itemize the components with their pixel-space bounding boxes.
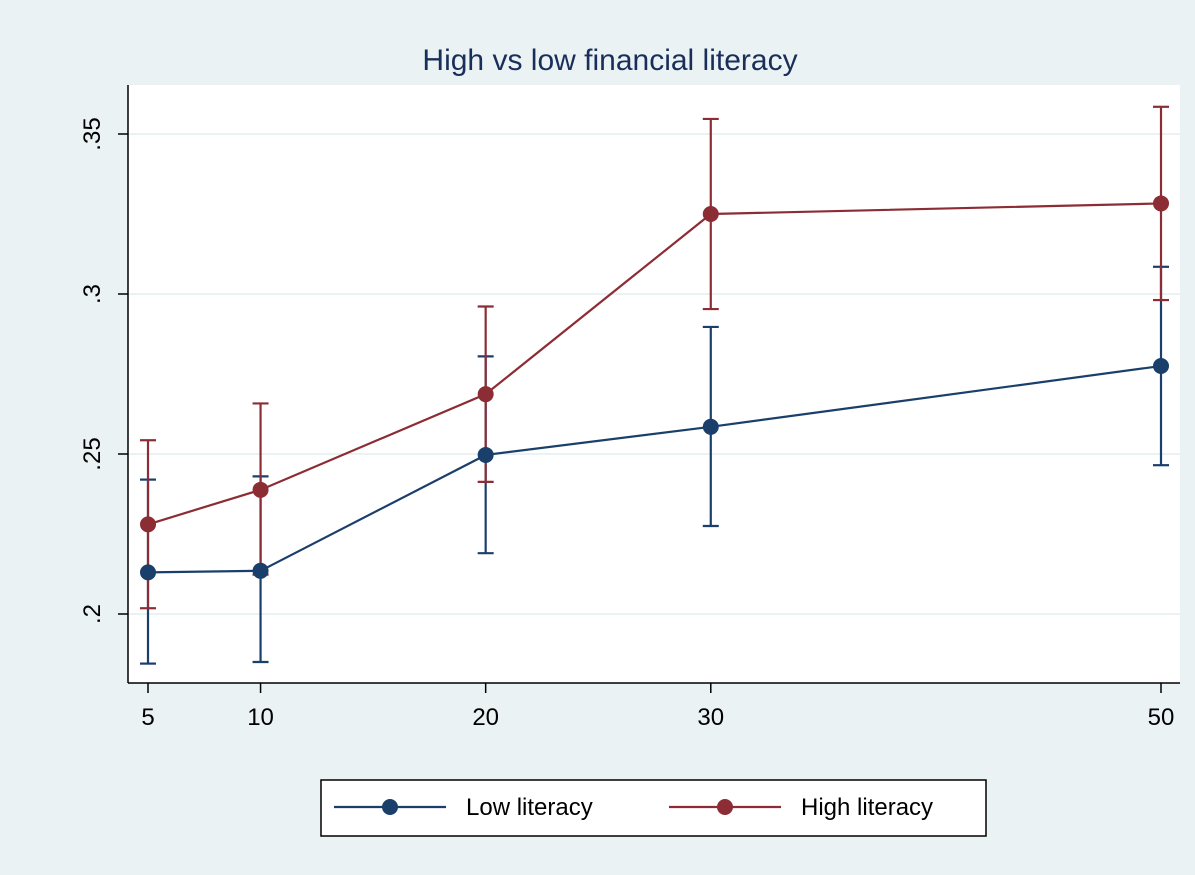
y-tick-label: .35 — [79, 117, 106, 150]
x-tick-label: 5 — [141, 704, 154, 731]
data-point — [140, 516, 156, 533]
series-points — [140, 195, 1169, 581]
legend-marker — [717, 799, 733, 815]
data-point — [1153, 195, 1169, 212]
legend-label: High literacy — [801, 794, 933, 821]
data-point — [477, 386, 494, 403]
x-tick-label: 50 — [1148, 704, 1175, 731]
legend-label: Low literacy — [466, 794, 593, 821]
x-tick-label: 30 — [697, 704, 724, 731]
x-tick-label: 20 — [472, 704, 499, 731]
legend-marker — [382, 799, 398, 815]
plot-area — [128, 85, 1180, 683]
y-tick-label: .3 — [79, 284, 106, 304]
data-point — [1153, 358, 1169, 374]
x-tick-label: 10 — [247, 704, 274, 731]
legend: Low literacy High literacy — [320, 779, 987, 837]
data-point — [702, 206, 719, 222]
data-point — [702, 418, 719, 435]
y-tick-label: .25 — [79, 437, 106, 470]
data-point — [477, 446, 494, 463]
data-point — [252, 562, 269, 579]
y-tick-label: .2 — [79, 604, 106, 624]
data-point — [252, 481, 269, 498]
axes: .2 .25 .3 .35 5 10 20 30 50 — [79, 85, 1180, 731]
data-point — [140, 564, 156, 581]
grid — [128, 133, 1180, 615]
chart-title: High vs low financial literacy — [422, 44, 797, 77]
